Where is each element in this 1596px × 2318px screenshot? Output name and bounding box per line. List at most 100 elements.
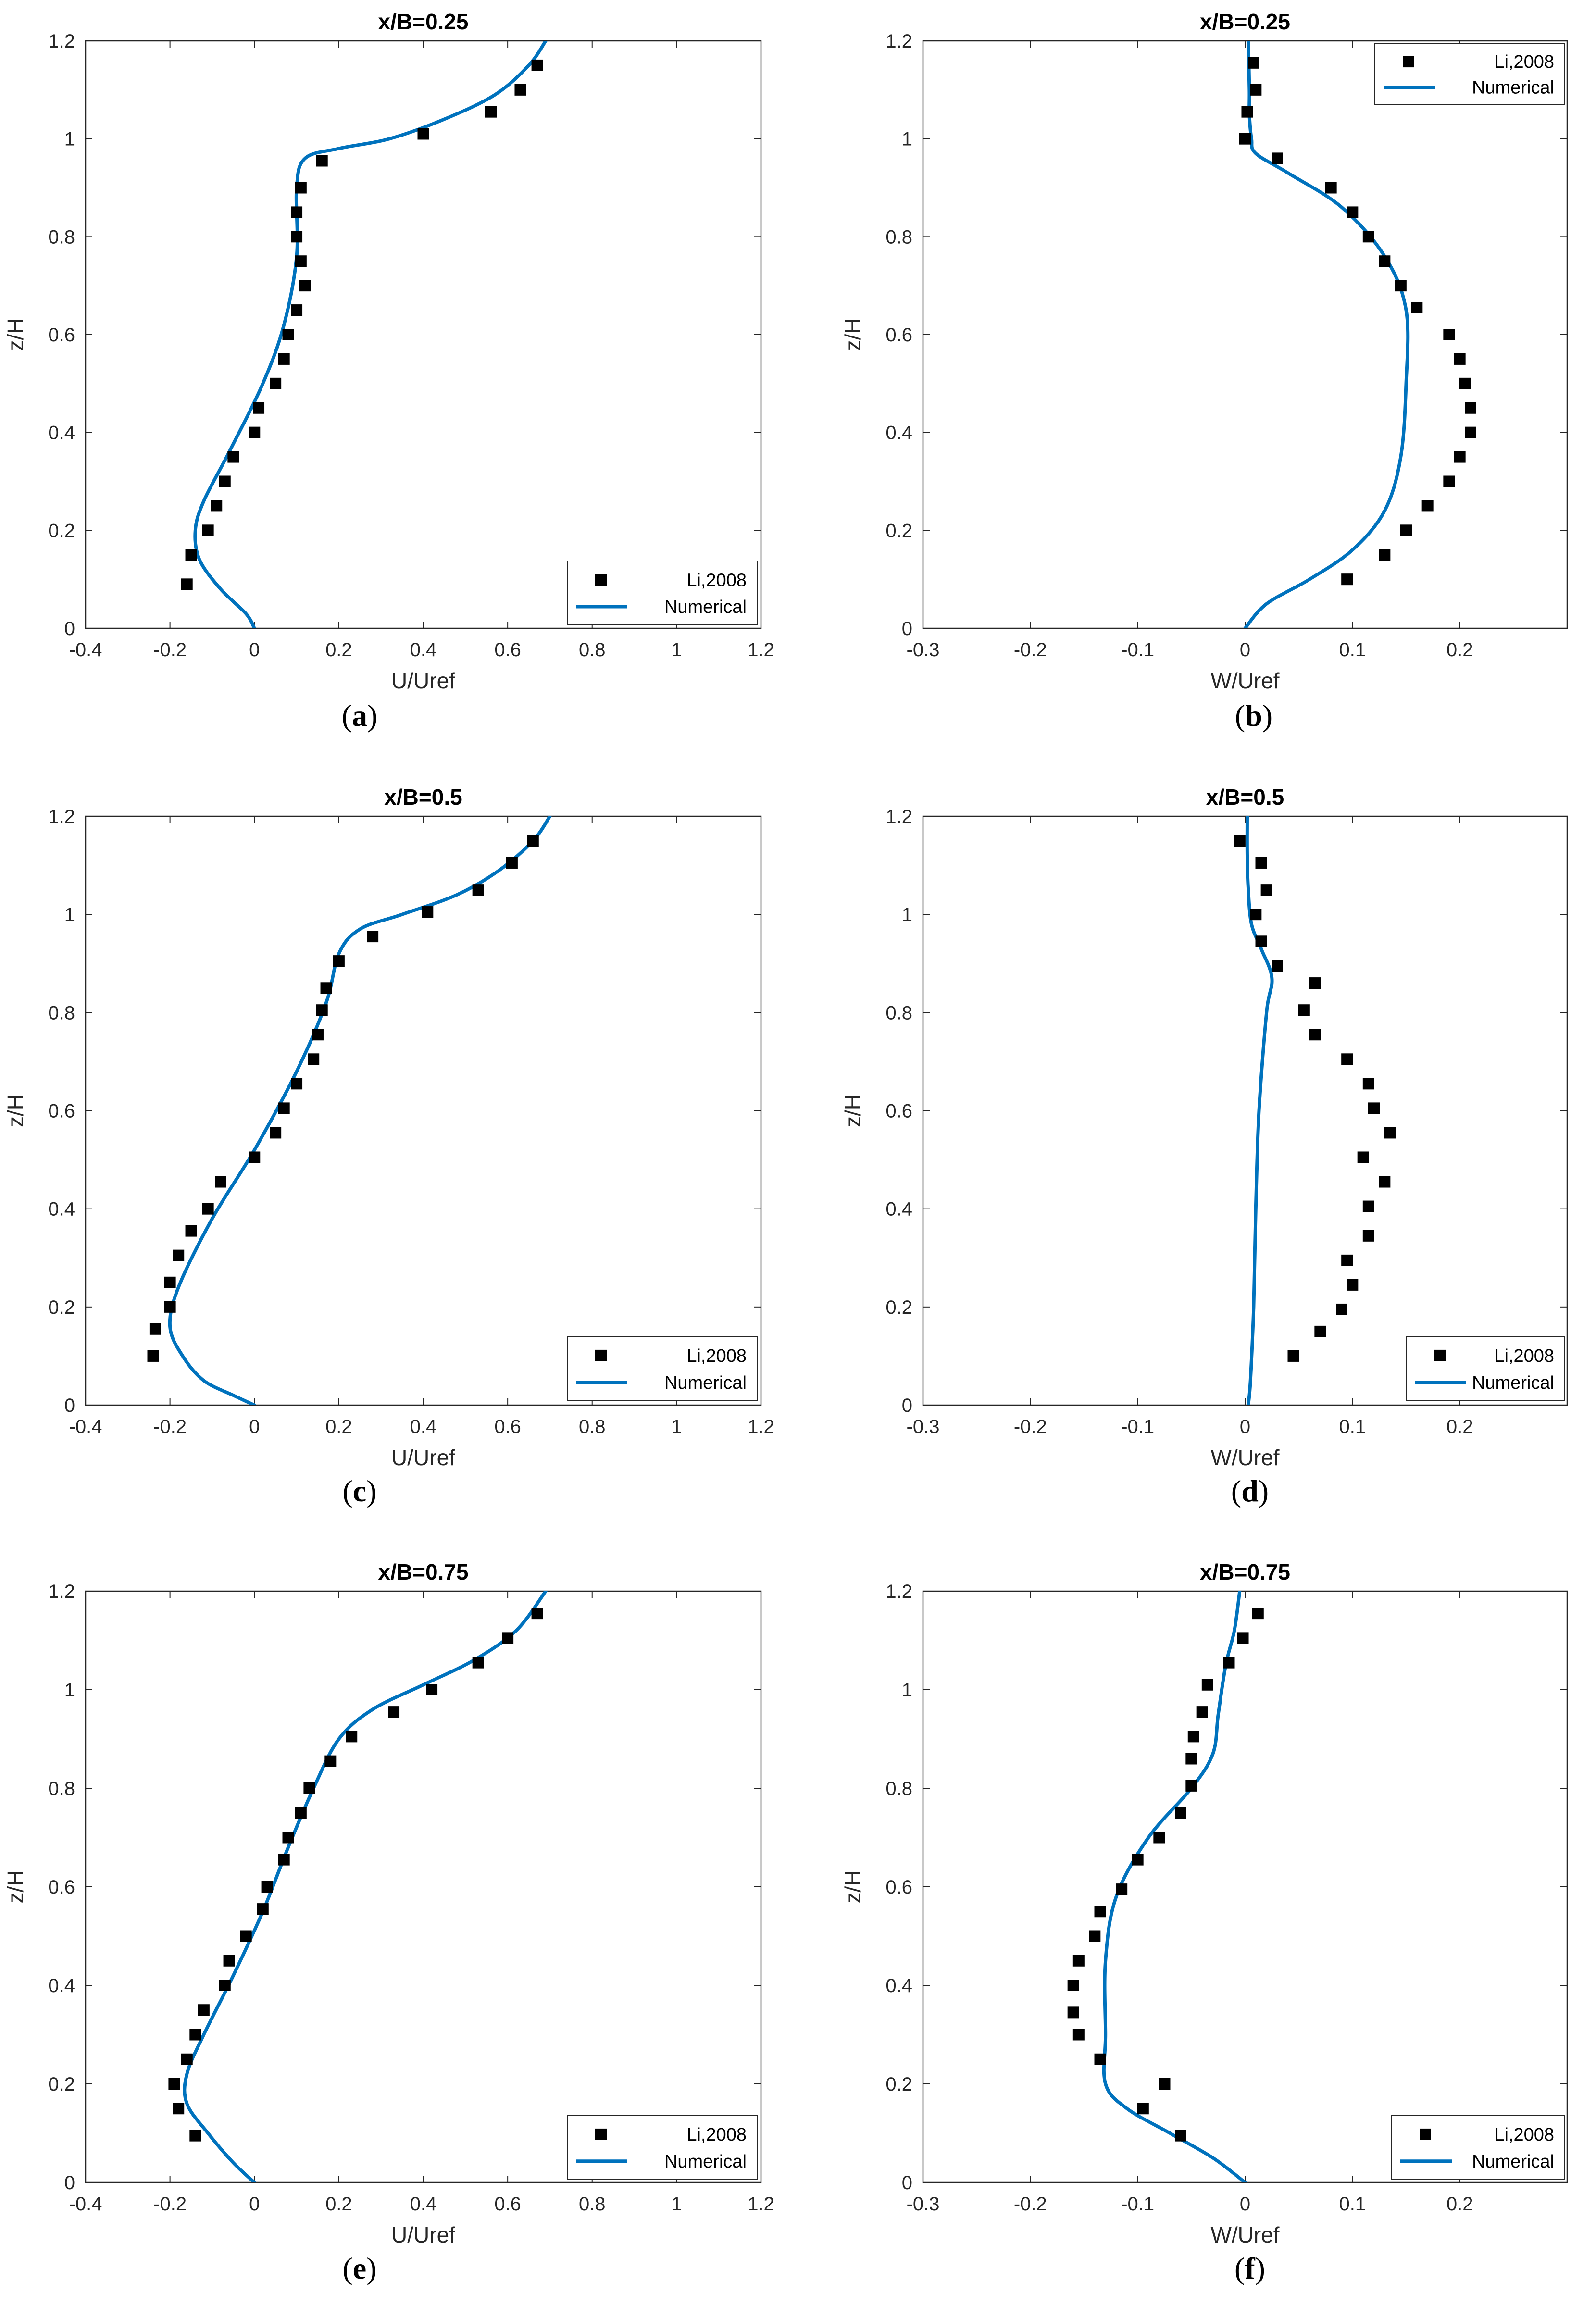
x-tick-label: 0.8 bbox=[579, 2193, 606, 2215]
experiment-data-point bbox=[149, 1323, 161, 1335]
experiment-data-point bbox=[189, 2130, 201, 2142]
experiment-data-point bbox=[282, 1832, 294, 1844]
caption-paren-close: ) bbox=[1259, 1474, 1269, 1508]
legend-label-numerical: Numerical bbox=[1472, 1373, 1554, 1393]
legend-box bbox=[567, 2115, 758, 2180]
y-tick-label: 1 bbox=[64, 904, 75, 925]
legend-marker-experiment bbox=[1420, 2128, 1431, 2140]
y-tick-label: 0.4 bbox=[885, 1199, 912, 1220]
x-tick-label: 0.1 bbox=[1339, 2193, 1366, 2215]
caption-letter: a bbox=[352, 698, 367, 733]
experiment-data-point bbox=[211, 500, 223, 512]
x-tick-label: -0.2 bbox=[153, 2193, 187, 2215]
experiment-data-point bbox=[1454, 353, 1466, 365]
experiment-data-point bbox=[422, 906, 434, 918]
y-tick-label: 0.2 bbox=[885, 1297, 912, 1318]
chart-title: x/B=0.25 bbox=[1200, 9, 1290, 34]
experiment-data-point bbox=[527, 835, 539, 847]
experiment-data-point bbox=[1443, 475, 1455, 487]
experiment-data-point bbox=[291, 206, 303, 218]
chart-panel-a: -0.4 -0.2 0 0.2 0.4 0.6 0.8 1 1.2 0 0.2 0.4 0.6 0.8 1 1… bbox=[3, 9, 774, 693]
chart-panel-c: -0.4 -0.2 0 0.2 0.4 0.6 0.8 1 1.2 0 0.2 0.4 0.6 0.8 1 1… bbox=[3, 785, 774, 1470]
y-tick-label: 1.2 bbox=[48, 806, 75, 827]
experiment-data-point bbox=[1241, 106, 1253, 118]
x-tick-label: -0.4 bbox=[69, 1416, 102, 1437]
experiment-data-point bbox=[278, 1102, 290, 1114]
experiment-data-point bbox=[502, 1632, 514, 1644]
legend-label-experiment: Li,2008 bbox=[1494, 2125, 1554, 2145]
numerical-series-line bbox=[1245, 816, 1274, 1405]
experiment-data-point bbox=[417, 128, 429, 140]
experiment-data-point bbox=[278, 1854, 290, 1866]
legend-box bbox=[567, 1336, 758, 1401]
y-axis-label: z/H bbox=[3, 1870, 28, 1904]
experiment-data-point bbox=[1067, 1980, 1079, 1991]
experiment-data-point bbox=[1185, 1780, 1197, 1792]
legend-label-experiment: Li,2008 bbox=[686, 2125, 747, 2145]
y-tick-label: 0 bbox=[902, 1395, 912, 1416]
data-layer bbox=[1067, 1591, 1264, 2182]
chart-panel-d: -0.3 -0.2 -0.1 0 0.1 0.2 0 0.2 0.4 0.6 0.8 1 1.2 x/B=… bbox=[840, 785, 1568, 1470]
experiment-data-point bbox=[1411, 301, 1423, 313]
experiment-data-point bbox=[1395, 280, 1407, 292]
caption-paren-open: ( bbox=[342, 1474, 352, 1508]
x-tick-label: -0.2 bbox=[153, 1416, 187, 1437]
experiment-data-point bbox=[1309, 977, 1321, 989]
legend-label-experiment: Li,2008 bbox=[1494, 52, 1554, 72]
legend: Li,2008 Numerical bbox=[567, 1336, 758, 1401]
chart-panel-e: -0.4 -0.2 0 0.2 0.4 0.6 0.8 1 1.2 0 0.2 0.4 0.6 0.8 1 1… bbox=[3, 1559, 774, 2247]
experiment-data-point bbox=[295, 1807, 307, 1819]
experiment-data-point bbox=[1287, 1350, 1299, 1362]
y-tick-label: 0 bbox=[64, 2172, 75, 2193]
y-axis-label: z/H bbox=[840, 1094, 865, 1127]
experiment-data-point bbox=[472, 884, 484, 896]
y-tick-label: 0.6 bbox=[48, 1101, 75, 1122]
caption-paren-close: ) bbox=[367, 698, 377, 733]
legend-box bbox=[1406, 1336, 1565, 1401]
experiment-data-point bbox=[1196, 1706, 1208, 1718]
y-tick-label: 1.2 bbox=[48, 31, 75, 52]
experiment-data-point bbox=[1443, 329, 1455, 340]
experiment-data-point bbox=[531, 1608, 543, 1620]
chart-title: x/B=0.5 bbox=[1206, 785, 1284, 810]
experiment-data-point bbox=[168, 2078, 180, 2090]
legend-label-numerical: Numerical bbox=[664, 2152, 747, 2172]
experiment-data-point bbox=[164, 1276, 176, 1288]
plot-area-frame bbox=[922, 815, 1568, 1406]
x-tick-label: 0.6 bbox=[494, 639, 521, 661]
x-tick-label: 0.2 bbox=[325, 2193, 352, 2215]
y-tick-label: 1 bbox=[902, 904, 912, 925]
experiment-data-point bbox=[472, 1657, 484, 1669]
caption-paren-open: ( bbox=[1235, 698, 1245, 733]
experiment-data-point bbox=[1379, 549, 1391, 561]
y-tick-label: 0.6 bbox=[885, 1101, 912, 1122]
x-tick-label: -0.2 bbox=[1014, 2193, 1047, 2215]
experiment-data-point bbox=[181, 2053, 193, 2065]
experiment-data-point bbox=[185, 1225, 197, 1237]
x-tick-label: 1 bbox=[671, 1416, 682, 1437]
caption-paren-close: ) bbox=[366, 2251, 376, 2285]
legend: Li,2008 Numerical bbox=[567, 561, 758, 625]
x-tick-label: -0.2 bbox=[153, 639, 187, 661]
y-tick-label: 0.6 bbox=[48, 1877, 75, 1898]
experiment-data-point bbox=[1347, 1279, 1359, 1291]
legend-marker-experiment bbox=[595, 1349, 607, 1361]
x-tick-label: 0 bbox=[1240, 1416, 1250, 1437]
experiment-data-point bbox=[1094, 1906, 1106, 1918]
legend-marker-experiment bbox=[1403, 56, 1414, 68]
panel-caption: (f) bbox=[1234, 2251, 1265, 2285]
experiment-data-point bbox=[1362, 1200, 1374, 1212]
experiment-data-point bbox=[1175, 2130, 1186, 2142]
x-tick-label: 0.2 bbox=[325, 1416, 352, 1437]
y-tick-label: 0 bbox=[902, 618, 912, 639]
x-tick-label: 0.8 bbox=[579, 639, 606, 661]
x-tick-label: -0.2 bbox=[1014, 639, 1047, 661]
x-tick-label: 0 bbox=[249, 1416, 260, 1437]
chart-title: x/B=0.5 bbox=[384, 785, 462, 810]
experiment-data-point bbox=[1325, 182, 1337, 194]
experiment-data-point bbox=[531, 59, 543, 71]
chart-title: x/B=0.25 bbox=[378, 9, 469, 34]
y-tick-label: 0.2 bbox=[885, 2074, 912, 2095]
x-axis-label: W/Uref bbox=[1210, 668, 1279, 693]
data-layer bbox=[147, 816, 552, 1405]
